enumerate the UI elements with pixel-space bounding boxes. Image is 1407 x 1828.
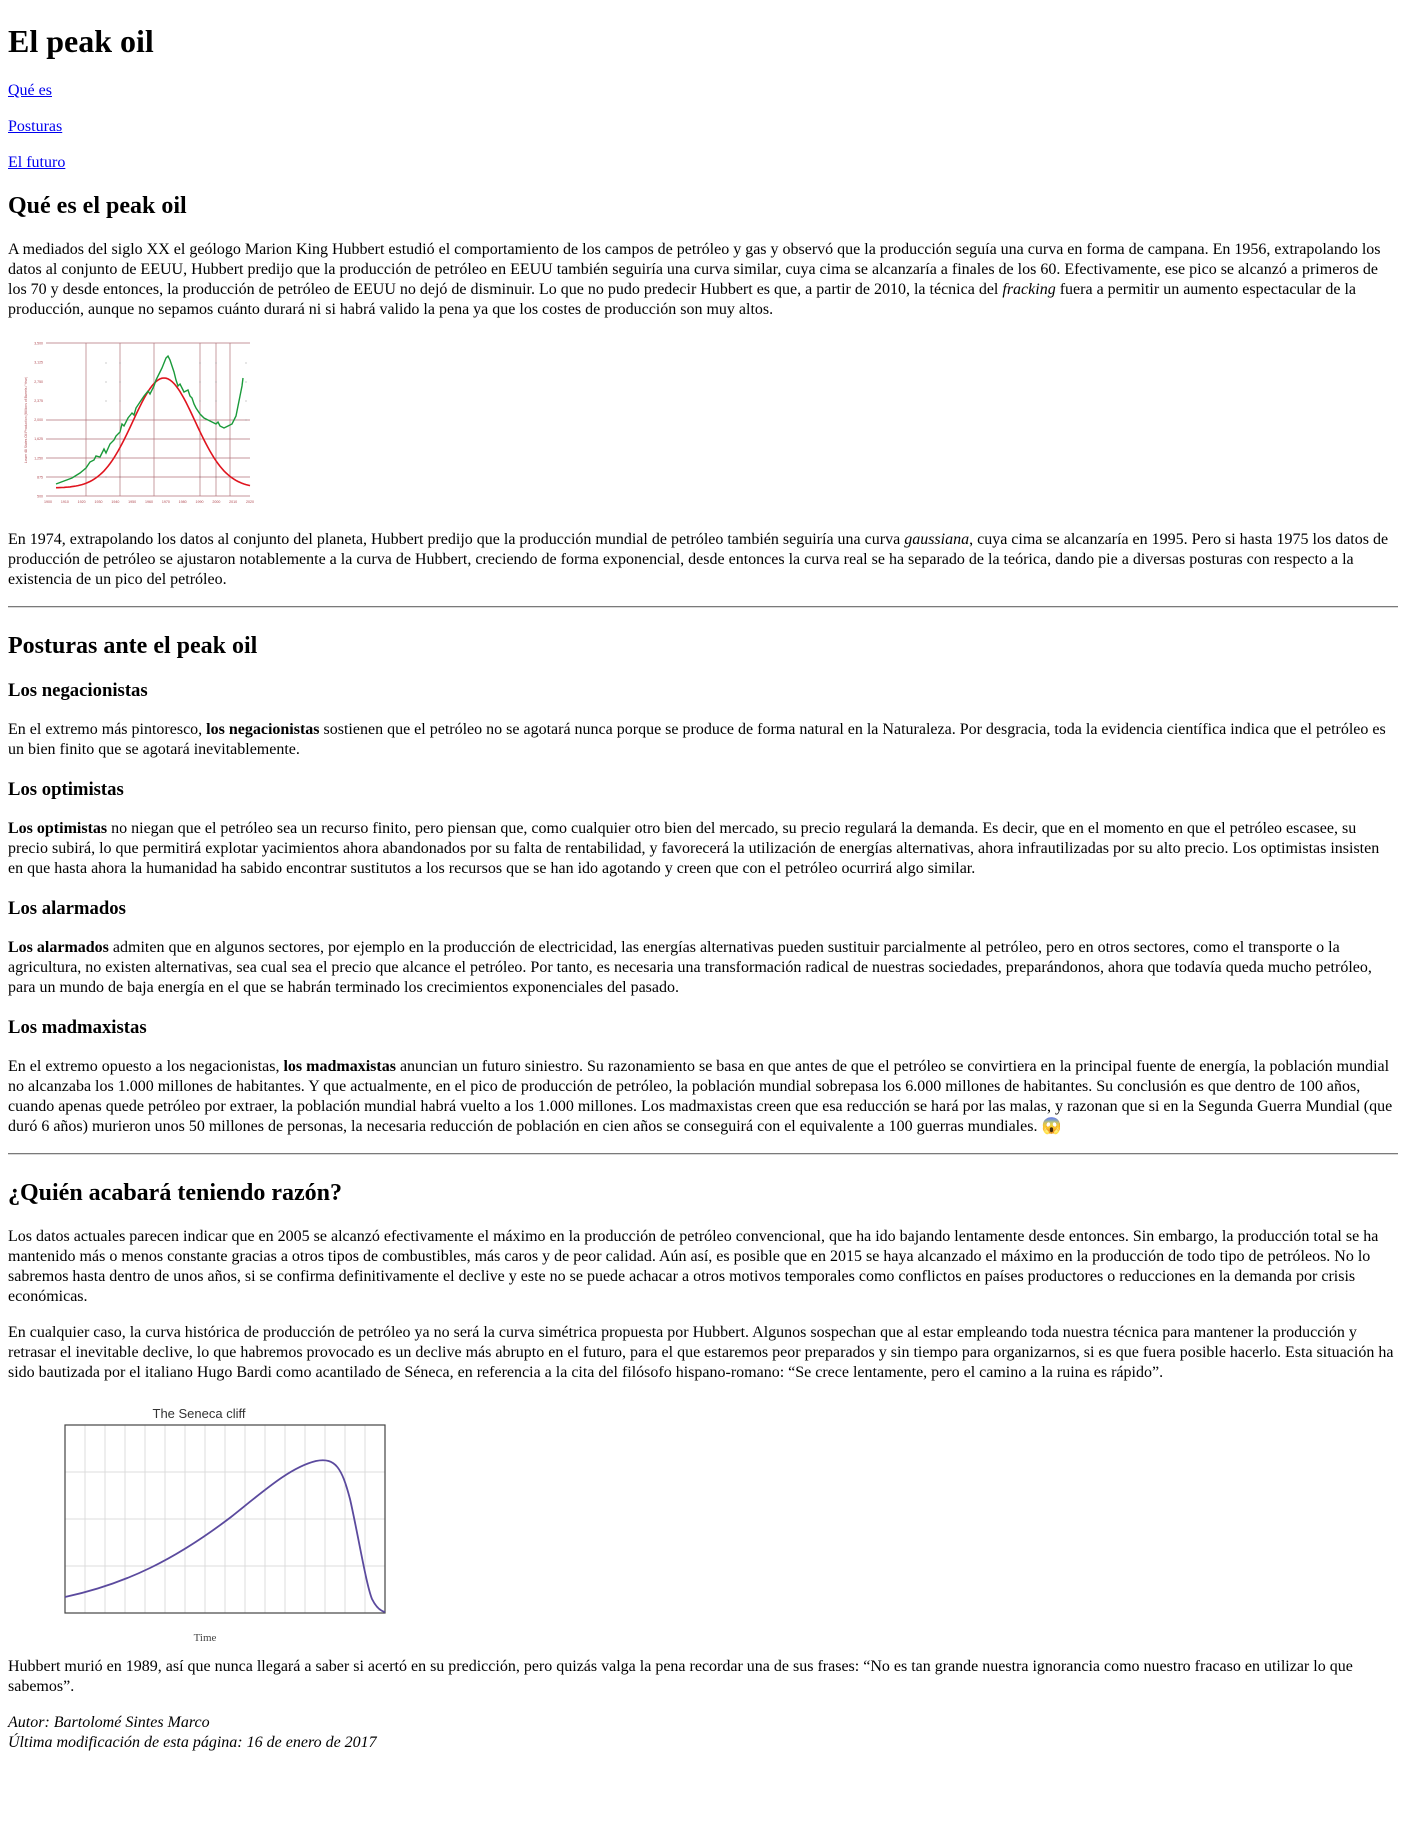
seneca-chart: The Seneca cliff Time	[64, 1406, 386, 1644]
grid-dot	[245, 419, 247, 421]
grid-dot	[199, 362, 201, 364]
grid-dot	[215, 362, 217, 364]
grid-dot	[215, 476, 217, 478]
grid-dot	[245, 362, 247, 364]
x-tick-label: 1950	[128, 500, 136, 504]
y-tick-label: 1,250	[34, 456, 43, 460]
x-tick-label: 2000	[212, 500, 220, 504]
subheading-alarmados: Los alarmados	[8, 898, 126, 919]
paragraph: A mediados del siglo XX el geólogo Mario…	[8, 241, 1381, 318]
paragraph: En el extremo más pintoresco, los negaci…	[8, 721, 1386, 758]
y-tick-label: 2,000	[34, 418, 43, 422]
x-tick-label: 1910	[61, 500, 69, 504]
grid-dot	[119, 476, 121, 478]
grid-dot	[119, 400, 121, 402]
x-tick-label: 1990	[196, 500, 204, 504]
plot-frame	[64, 1424, 386, 1614]
paragraph: En 1974, extrapolando los datos al conju…	[8, 531, 1389, 588]
chart-grid	[65, 1425, 385, 1613]
grid-dot	[199, 381, 201, 383]
scream-emoji-icon: 😱	[1041, 1118, 1062, 1135]
nav-link-que-es[interactable]: Qué es	[8, 82, 52, 99]
grid-dot	[105, 362, 107, 364]
x-tick-label: 1970	[162, 500, 170, 504]
nav-link-futuro[interactable]: El futuro	[8, 154, 66, 171]
y-tick-label: 2,750	[34, 380, 43, 384]
x-axis-label: Time	[194, 1632, 217, 1644]
actual-production-curve	[55, 354, 244, 485]
x-tick-label: 1900	[44, 500, 52, 504]
hubbert-curve	[56, 377, 251, 489]
grid-dot	[105, 476, 107, 478]
grid-dot	[215, 381, 217, 383]
y-tick-label: 1,625	[34, 437, 43, 441]
paragraph: Hubbert murió en 1989, así que nunca lle…	[8, 1658, 1353, 1695]
y-tick-label: 500	[37, 495, 43, 499]
y-tick-label: 3,500	[34, 342, 43, 346]
grid-dot	[215, 400, 217, 402]
subheading-madmaxistas: Los madmaxistas	[8, 1017, 147, 1038]
grid-dot	[245, 381, 247, 383]
nav-link-posturas[interactable]: Posturas	[8, 118, 63, 135]
seneca-curve	[64, 1459, 386, 1613]
section-heading-futuro: ¿Quién acabará teniendo razón?	[8, 1180, 342, 1206]
nav: Qué es Posturas El futuro	[8, 82, 1398, 172]
grid-dot	[105, 400, 107, 402]
paragraph: Los optimistas no niegan que el petróleo…	[8, 820, 1380, 877]
x-tick-label: 1980	[179, 500, 187, 504]
section-heading-posturas: Posturas ante el peak oil	[8, 633, 258, 659]
hubbert-chart: Lower 48 States Oil Production (Millions…	[24, 342, 254, 505]
x-tick-label: 2020	[246, 500, 254, 504]
y-tick-label: 2,375	[34, 399, 43, 403]
grid-dot	[199, 476, 201, 478]
subheading-negacionistas: Los negacionistas	[8, 680, 148, 701]
paragraph: Los alarmados admiten que en algunos sec…	[8, 939, 1372, 996]
chart-grid	[46, 342, 250, 497]
grid-dot	[119, 362, 121, 364]
page-title: El peak oil	[8, 23, 154, 59]
x-tick-label: 1920	[78, 500, 86, 504]
subheading-optimistas: Los optimistas	[8, 779, 124, 800]
grid-dot	[199, 400, 201, 402]
x-tick-label: 1930	[95, 500, 103, 504]
section-heading-que-es: Qué es el peak oil	[8, 193, 187, 219]
x-tick-labels: 1900 1910 1920 1930 1940 1950 1960 1970 1980 1990…	[44, 500, 254, 504]
grid-dot	[105, 381, 107, 383]
divider	[8, 606, 1398, 608]
y-tick-label: 875	[37, 475, 43, 479]
footer-modified: Última modificación de esta página: 16 d…	[8, 1734, 377, 1751]
x-tick-label: 1940	[111, 500, 119, 504]
chart-y-label: Lower 48 States Oil Production (Millions…	[24, 377, 28, 463]
page: El peak oil Qué es Posturas El futuro Qu…	[0, 24, 1407, 1753]
paragraph: Los datos actuales parecen indicar que e…	[8, 1228, 1379, 1305]
x-tick-label: 2010	[229, 500, 237, 504]
y-tick-labels: 3,500 3,125 2,750 2,375 2,000 1,625 1,250 875 50…	[34, 342, 43, 499]
paragraph: En cualquier caso, la curva histórica de…	[8, 1324, 1394, 1381]
x-tick-label: 1960	[145, 500, 153, 504]
y-tick-label: 3,125	[34, 361, 43, 365]
footer-author: Autor: Bartolomé Sintes Marco	[8, 1714, 210, 1731]
chart-title: The Seneca cliff	[153, 1406, 246, 1421]
divider	[8, 1153, 1398, 1155]
grid-dot	[119, 381, 121, 383]
grid-dot	[245, 400, 247, 402]
paragraph: En el extremo opuesto a los negacionista…	[8, 1058, 1393, 1135]
